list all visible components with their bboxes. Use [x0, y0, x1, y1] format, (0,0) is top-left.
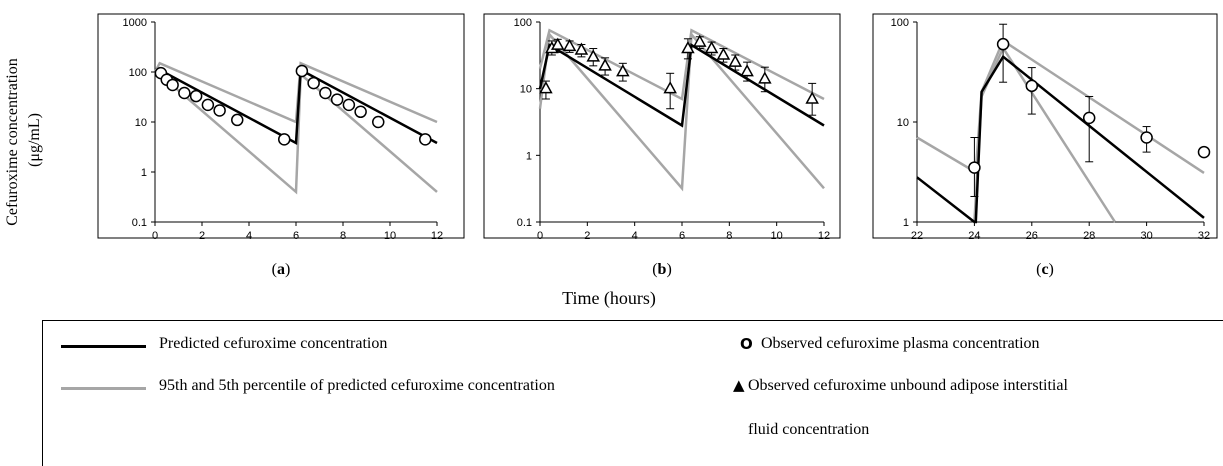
x-tick-label: 4	[246, 230, 252, 242]
x-tick-label: 4	[632, 230, 638, 242]
y-tick-label: 1	[141, 167, 147, 179]
adipose-point	[730, 56, 741, 66]
x-tick-label: 10	[771, 230, 783, 242]
adipose-point	[718, 49, 729, 59]
legend-predicted-line	[61, 345, 146, 348]
panel-frame	[484, 14, 840, 238]
x-tick-label: 24	[968, 230, 980, 242]
circle-marker-icon: O	[740, 335, 753, 353]
percentile-line	[917, 41, 1204, 173]
legend-predicted-label: Predicted cefuroxime concentration	[159, 335, 387, 353]
plasma-point	[355, 106, 366, 117]
plasma-point	[191, 91, 202, 102]
legend-percentile-label: 95th and 5th percentile of predicted cef…	[159, 377, 555, 395]
plasma-point	[343, 99, 354, 110]
plasma-point	[214, 105, 225, 116]
plasma-point	[202, 99, 213, 110]
y-tick-label: 10	[520, 84, 532, 96]
y-axis-label: Cefuroxime concentration (μg/mL)	[4, 54, 43, 226]
x-axis-label: Time (hours)	[562, 288, 656, 309]
y-tick-label: 10	[135, 117, 147, 129]
x-tick-label: 32	[1198, 230, 1210, 242]
x-tick-label: 22	[911, 230, 923, 242]
legend-percentile-line	[61, 387, 146, 390]
x-tick-label: 6	[679, 230, 685, 242]
adipose-point	[759, 73, 770, 83]
adipose-point	[742, 66, 753, 76]
panel-label: (b)	[652, 261, 672, 278]
y-tick-label: 1	[903, 217, 909, 229]
adipose-point	[665, 83, 676, 93]
x-tick-label: 2	[199, 230, 205, 242]
percentile-line	[540, 35, 824, 189]
plasma-point	[232, 114, 243, 125]
y-tick-label: 100	[129, 67, 147, 79]
y-axis-label-line1: Cefuroxime concentration	[4, 58, 21, 226]
plasma-point	[1084, 112, 1095, 123]
x-tick-label: 30	[1140, 230, 1152, 242]
x-tick-label: 12	[818, 230, 830, 242]
y-tick-label: 1000	[123, 17, 147, 29]
panel-a: 0.1 1 10 100 1000 0 2 4 6 8 10 12 (a)	[98, 14, 464, 278]
plasma-point	[320, 88, 331, 99]
legend: Predicted cefuroxime concentration 95th …	[42, 320, 1223, 466]
x-tick-label: 26	[1026, 230, 1038, 242]
y-tick-label: 0.1	[132, 217, 147, 229]
x-tick-label: 10	[384, 230, 396, 242]
plasma-point	[179, 88, 190, 99]
panel-c: 1 10 100 22 24 26 28 30 32 (c)	[873, 14, 1217, 278]
y-tick-label: 100	[514, 17, 532, 29]
x-tick-label: 0	[537, 230, 543, 242]
panel-frame	[98, 14, 464, 238]
percentile-line	[974, 48, 1115, 222]
panel-label: (c)	[1036, 261, 1054, 278]
y-axis-label-line2: (μg/mL)	[26, 113, 43, 167]
panel-frame	[873, 14, 1217, 238]
plasma-point	[296, 65, 307, 76]
legend-adipose-label-line2: fluid concentration	[748, 421, 869, 439]
y-tick-label: 0.1	[517, 217, 532, 229]
plasma-point	[308, 78, 319, 89]
x-tick-label: 28	[1083, 230, 1095, 242]
legend-adipose-label-line1: Observed cefuroxime unbound adipose inte…	[748, 377, 1068, 395]
y-tick-label: 10	[897, 117, 909, 129]
plasma-point	[332, 94, 343, 105]
x-tick-label: 6	[293, 230, 299, 242]
plasma-point	[1026, 80, 1037, 91]
panel-b: 0.1 1 10 100 0 2 4 6 8 10 12 (b)	[484, 14, 840, 278]
plasma-point	[998, 39, 1009, 50]
triangle-marker-icon: ▲	[733, 376, 745, 394]
plasma-point	[167, 79, 178, 90]
panel-label: (a)	[272, 261, 291, 278]
x-tick-label: 12	[431, 230, 443, 242]
plasma-point	[279, 134, 290, 145]
plasma-point	[1141, 132, 1152, 143]
y-tick-label: 100	[891, 17, 909, 29]
plasma-point	[373, 117, 384, 128]
x-tick-label: 8	[726, 230, 732, 242]
plasma-point	[1199, 147, 1210, 158]
legend-plasma-label: Observed cefuroxime plasma concentration	[761, 335, 1040, 353]
plasma-point	[420, 134, 431, 145]
y-tick-label: 1	[526, 150, 532, 162]
plasma-point	[969, 162, 980, 173]
x-tick-label: 2	[584, 230, 590, 242]
x-tick-label: 8	[340, 230, 346, 242]
x-tick-label: 0	[152, 230, 158, 242]
